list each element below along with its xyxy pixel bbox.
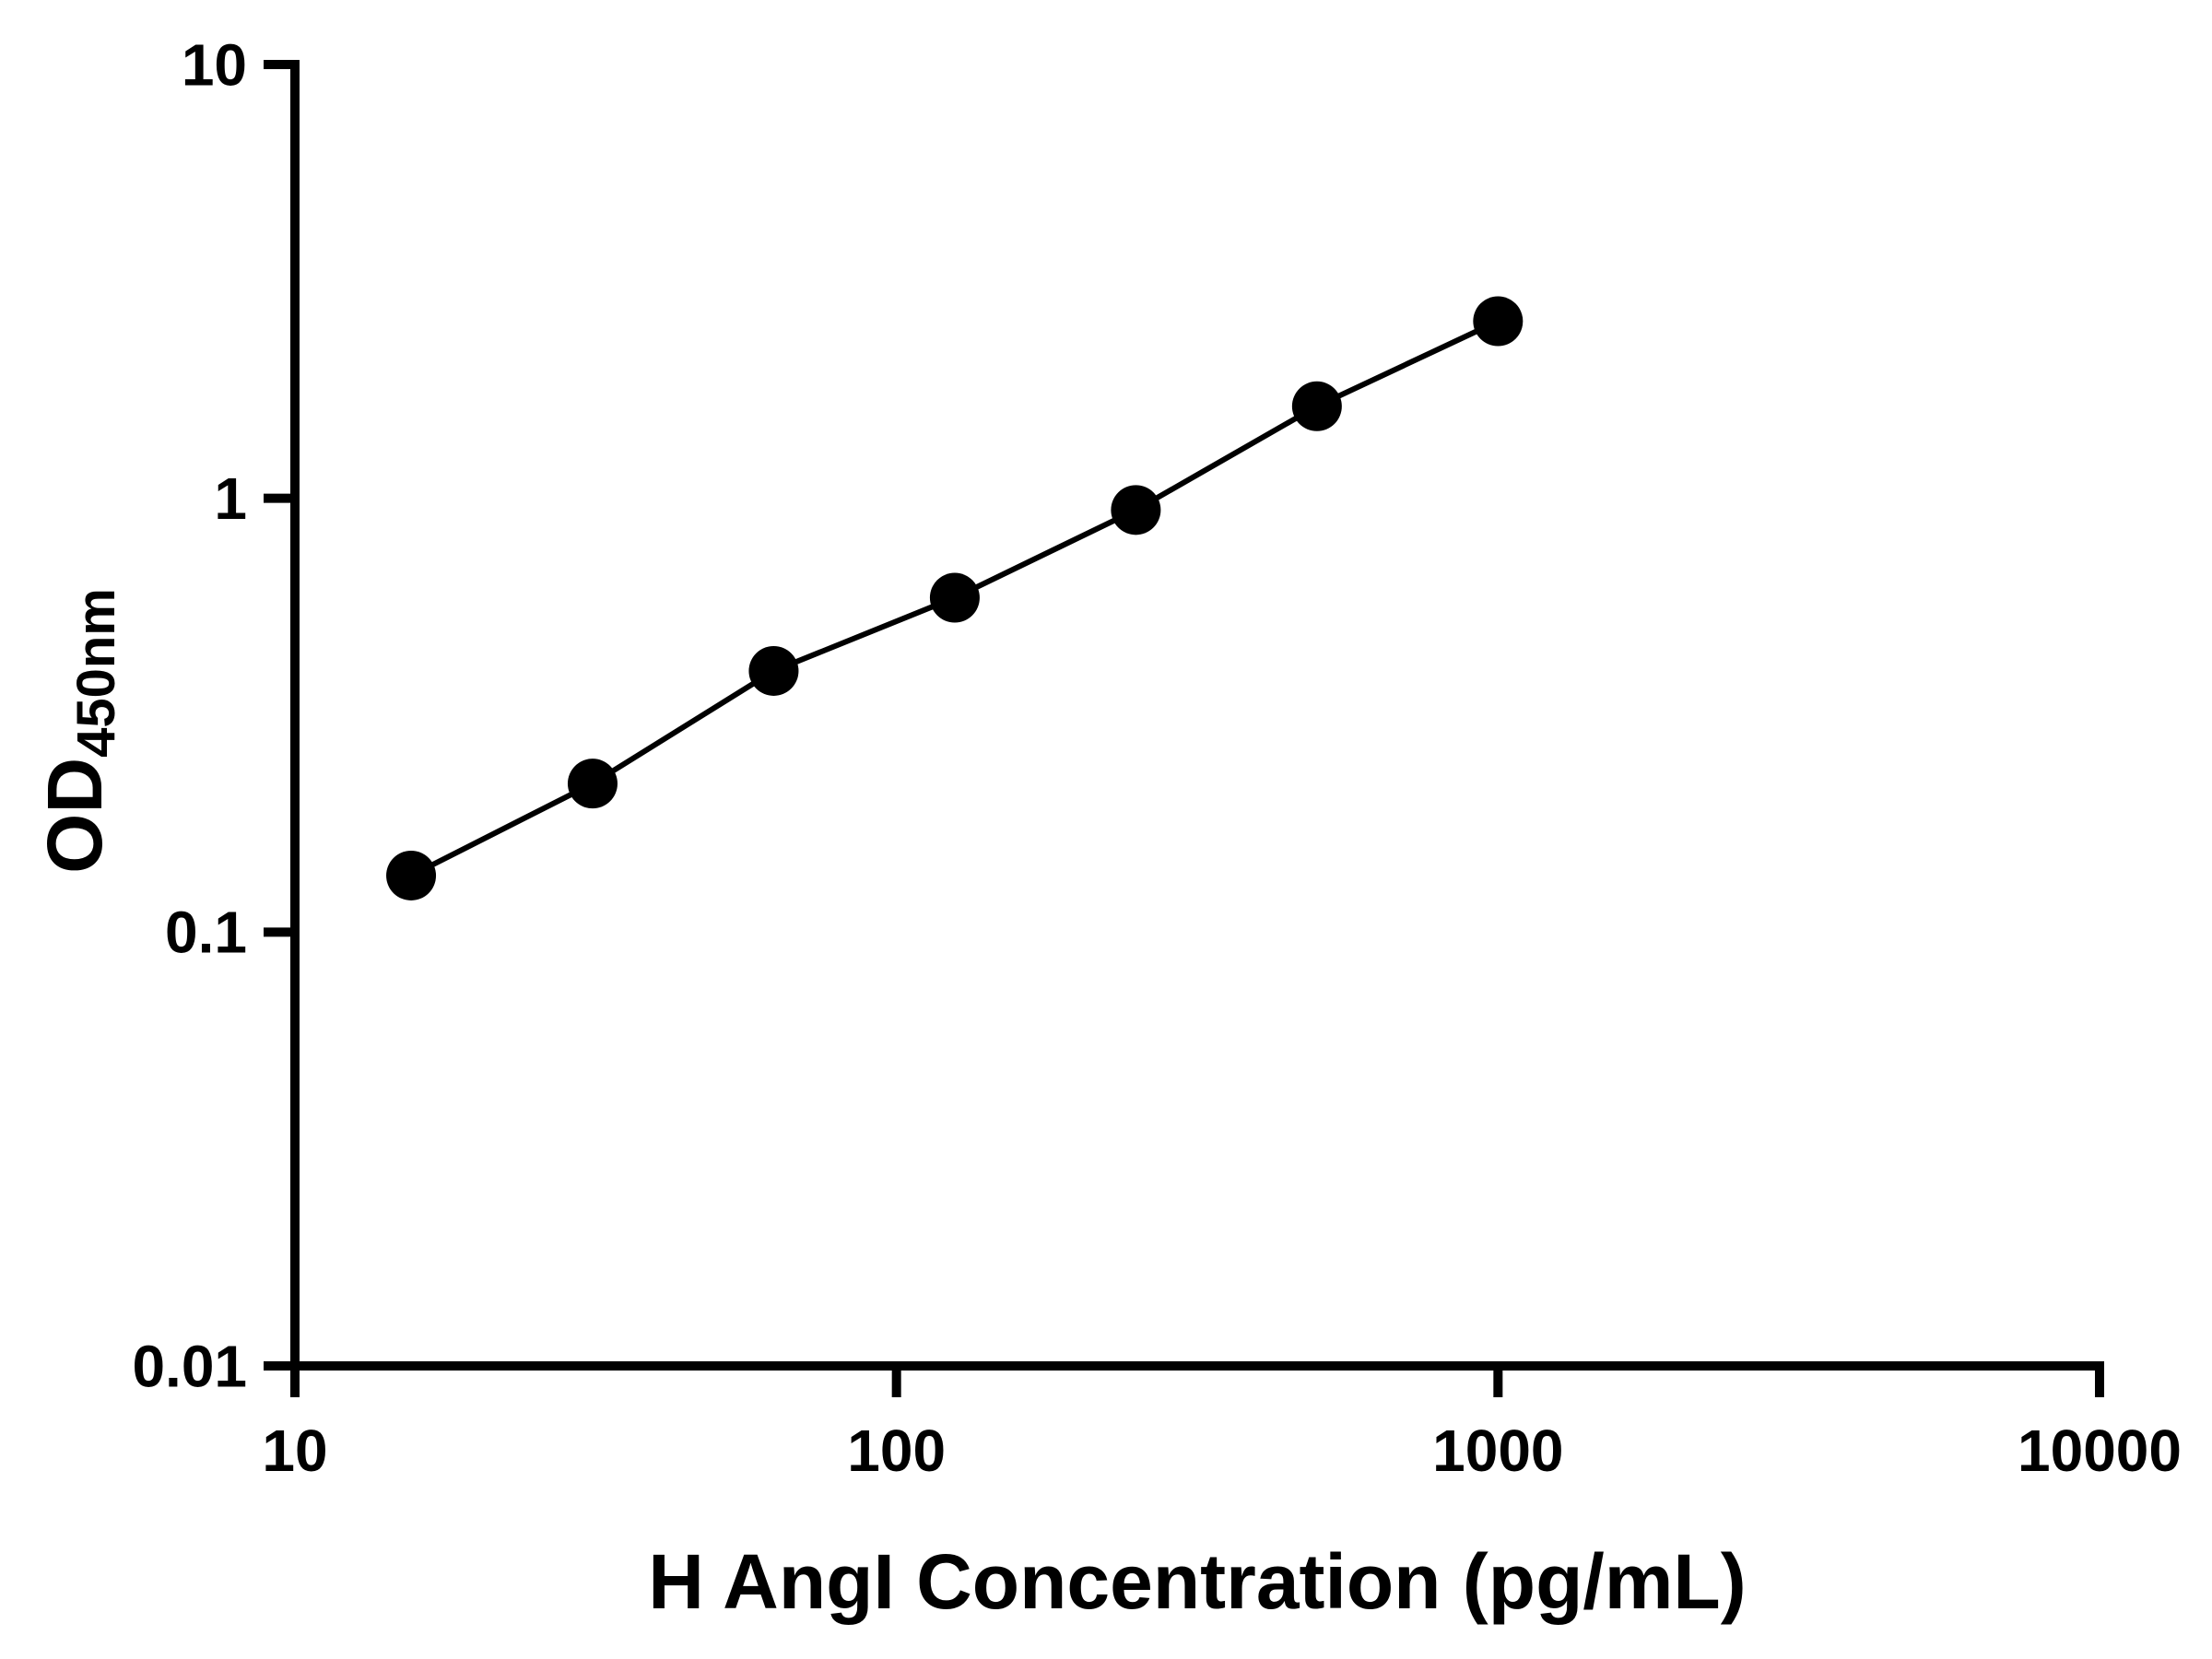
- x-tick-label: 1000: [1432, 1418, 1563, 1484]
- y-axis-title: OD450nm: [31, 588, 126, 874]
- y-axis-title-sub: 450nm: [66, 588, 126, 758]
- data-point-marker: [929, 572, 980, 623]
- x-tick-label: 10000: [2018, 1418, 2182, 1484]
- x-axis-title: H AngI Concentration (pg/mL): [648, 1538, 1746, 1625]
- data-point-marker: [1473, 296, 1524, 347]
- y-tick-label: 0.1: [165, 900, 247, 966]
- y-tick-label: 10: [182, 31, 247, 98]
- data-point-marker: [1291, 381, 1342, 431]
- data-point-marker: [1111, 485, 1161, 535]
- data-point-marker: [386, 850, 437, 900]
- y-axis-title-main: OD: [31, 758, 118, 874]
- data-point-marker: [748, 645, 799, 696]
- y-tick-label: 0.01: [132, 1333, 247, 1399]
- x-tick-label: 100: [847, 1418, 946, 1484]
- x-tick-label: 10: [262, 1418, 327, 1484]
- y-tick-label: 1: [214, 465, 247, 532]
- data-point-marker: [567, 759, 618, 809]
